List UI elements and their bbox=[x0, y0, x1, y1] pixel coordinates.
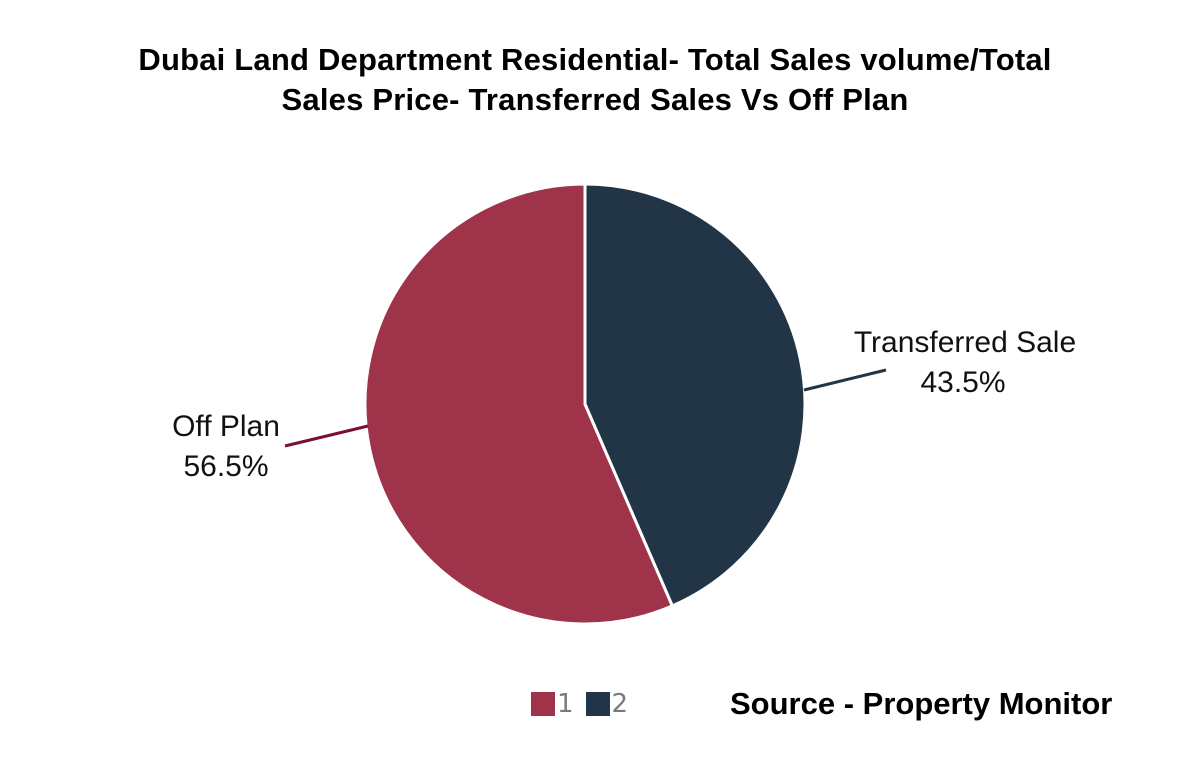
slice-label-transferred-sale-percent: 43.5% bbox=[920, 366, 1005, 399]
pie-slice-off-plan bbox=[363, 182, 674, 626]
legend-swatch-1 bbox=[531, 692, 555, 716]
slice-label-transferred-sale-name: Transferred Sale bbox=[854, 326, 1076, 359]
legend-label-2: 2 bbox=[611, 689, 629, 719]
slice-label-off-plan-percent: 56.5% bbox=[183, 450, 268, 483]
leader-line-transferred-sale bbox=[803, 368, 887, 392]
legend-item-1: 1 bbox=[531, 689, 574, 719]
chart-title-line-1: Dubai Land Department Residential- Total… bbox=[138, 42, 1052, 77]
source-note: Source - Property Monitor bbox=[730, 686, 1113, 721]
chart-title-line-2: Sales Price- Transferred Sales Vs Off Pl… bbox=[281, 82, 909, 117]
legend-item-2: 2 bbox=[585, 689, 629, 719]
chart-title: Dubai Land Department Residential- Total… bbox=[40, 40, 1150, 120]
leader-line-off-plan bbox=[284, 424, 369, 448]
legend-swatch-2 bbox=[585, 692, 610, 716]
pie-slice-transferred-sale bbox=[583, 182, 807, 608]
legend-label-1: 1 bbox=[557, 689, 574, 719]
slice-label-off-plan-name: Off Plan bbox=[172, 410, 280, 443]
chart-legend: 1 2 bbox=[531, 688, 640, 720]
